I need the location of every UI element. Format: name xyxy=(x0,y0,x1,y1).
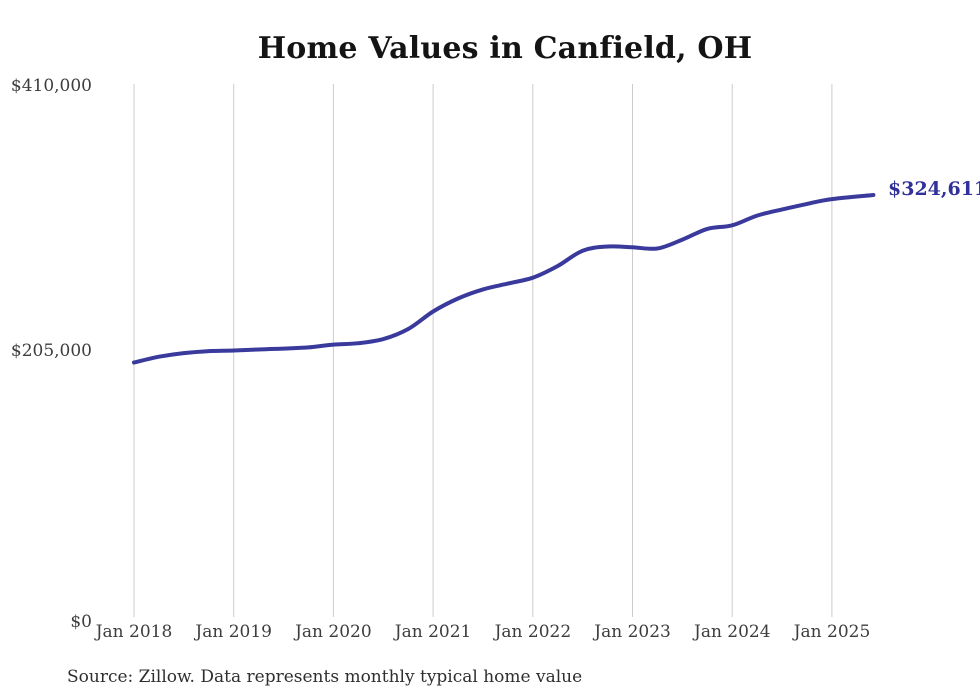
y-tick-0: $0 xyxy=(70,612,92,632)
x-tick-jan-2025: Jan 2025 xyxy=(793,622,871,642)
x-tick-jan-2024: Jan 2024 xyxy=(694,622,771,642)
x-tick-jan-2018: Jan 2018 xyxy=(95,622,173,642)
x-tick-jan-2020: Jan 2020 xyxy=(295,622,372,642)
x-tick-jan-2021: Jan 2021 xyxy=(394,622,472,642)
y-tick-205000: $205,000 xyxy=(10,341,92,361)
x-tick-jan-2019: Jan 2019 xyxy=(195,622,272,642)
x-tick-jan-2022: Jan 2022 xyxy=(494,622,572,642)
chart-title: Home Values in Canfield, OH xyxy=(257,31,753,66)
home-value-line-series xyxy=(132,193,876,365)
source-note: Source: Zillow. Data represents monthly … xyxy=(67,667,583,687)
end-value-label: $324,611 xyxy=(888,178,980,200)
x-tick-jan-2023: Jan 2023 xyxy=(594,622,671,642)
y-tick-410000: $410,000 xyxy=(10,76,92,96)
